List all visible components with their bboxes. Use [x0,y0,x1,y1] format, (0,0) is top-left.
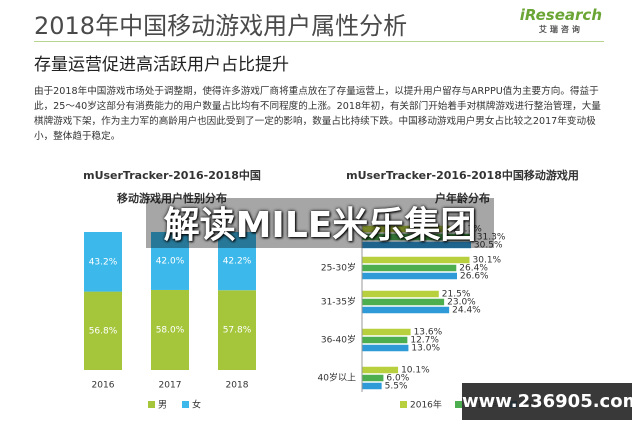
value-label: 30.1% [473,256,502,266]
legend-swatch [400,401,407,408]
value-label: 43.2% [89,257,118,267]
chart-title: mUserTracker-2016-2018中国移动游戏用户性别分布 [83,169,261,205]
bar [84,291,122,370]
value-label: 6.0% [386,374,409,384]
overlay-text: 解读MILE米乐集团 [163,205,477,246]
logo: iResearch 艾瑞咨询 [520,6,602,35]
bar [362,264,457,272]
bar [84,232,122,292]
y-tick-label: 31-35岁 [321,296,356,308]
value-label: 31.3% [477,233,506,243]
value-label: 5.5% [385,382,408,392]
bar [362,366,399,374]
bar [362,290,439,298]
x-tick-label: 2016 [92,381,115,391]
legend-label: 女 [192,399,201,411]
value-label: 13.0% [411,344,440,354]
bar [362,336,408,344]
value-label: 10.1% [401,366,430,376]
chart-title: mUserTracker-2016-2018中国移动游戏用户年龄分布 [346,169,579,205]
bar [362,225,451,233]
value-label: 56.8% [89,326,118,336]
bar [151,289,189,370]
value-label: 24.7% [453,225,482,235]
value-label: 24.4% [452,306,481,316]
bar [362,272,457,280]
value-label: 58.0% [156,325,185,335]
value-label: 42.0% [156,256,185,266]
bar [362,328,411,336]
value-label: 26.6% [460,272,489,282]
bar [362,344,409,352]
bar [362,382,382,390]
logo-text: iResearch [519,6,602,24]
value-label: 26.4% [459,264,488,274]
bar [151,232,189,290]
logo-sub: 艾瑞咨询 [538,25,583,34]
overlay-band [146,198,494,248]
x-tick-label: 2018 [226,381,249,391]
legend-label: 男 [158,400,167,411]
legend-swatch [182,401,189,408]
subtitle: 存量运营促进高活跃用户占比提升 [34,55,289,75]
legend-label: 2016年 [410,399,442,411]
y-tick-label: 40岁以上 [318,372,356,384]
value-label: 57.8% [223,326,252,336]
x-tick-label: 2017 [159,381,182,391]
value-label: 21.5% [442,290,471,300]
bar [362,241,471,249]
legend-swatch [455,401,462,408]
bar [362,374,384,382]
value-label: 23.0% [447,298,476,308]
bar [362,233,474,241]
y-tick-label: 25-30岁 [321,262,356,274]
title-rule [34,41,604,42]
watermark: www.236905.com [462,383,640,420]
bar [362,298,445,306]
paragraph: 由于2018年中国游戏市场处于调整期，使得许多游戏厂商将重点放在了存量运营上，以… [34,86,601,142]
value-label: 12.7% [410,336,439,346]
value-label: 42.2% [223,257,252,267]
page-title: 2018年中国移动游戏用户属性分析 [34,12,408,40]
value-label: 13.6% [414,328,443,338]
legend-swatch [148,401,155,408]
bar [218,290,256,370]
bar [218,232,256,291]
y-tick-label: 36-40岁 [321,334,356,346]
value-label: 30.5% [474,241,503,251]
bar [362,306,450,314]
bar [362,256,470,264]
